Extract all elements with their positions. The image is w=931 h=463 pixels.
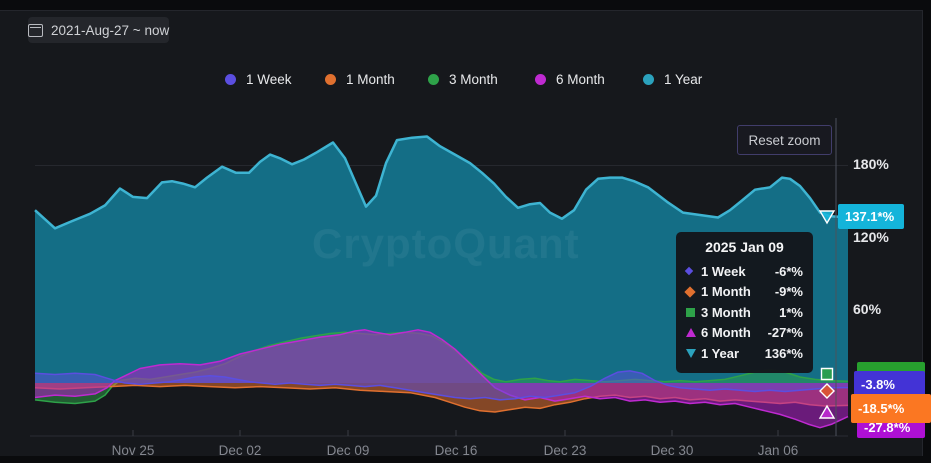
series-area-1-year (35, 136, 848, 383)
tooltip-row-3-month: 3 Month 1*% (686, 302, 803, 323)
triangle-up-marker-icon (818, 404, 836, 419)
tooltip-row-6-month: 6 Month -27*% (686, 323, 803, 344)
series-line-1-week (34, 370, 849, 401)
legend-label: 6 Month (556, 72, 605, 87)
legend-label: 1 Week (246, 72, 292, 87)
tooltip-row-1-year: 1 Year 136*% (686, 343, 803, 364)
y-axis-label: 120% (853, 229, 889, 245)
square-marker-icon (820, 367, 834, 381)
edge-label-1-week: -3.8% (854, 371, 925, 397)
legend-label: 1 Year (664, 72, 703, 87)
x-axis-label: Nov 25 (111, 443, 155, 458)
triangle-up-icon (686, 328, 701, 338)
legend-item-1-week[interactable]: 1 Week (225, 72, 292, 87)
legend-dot-icon (325, 74, 336, 85)
y-axis-label: 180% (853, 156, 889, 172)
date-range-label: 2021-Aug-27 ~ now (51, 22, 170, 38)
chart-tooltip: 2025 Jan 09 1 Week -6*% 1 Month -9*% 3 M… (676, 232, 813, 373)
legend-item-3-month[interactable]: 3 Month (428, 72, 498, 87)
y-axis-label: 60% (853, 301, 882, 317)
calendar-icon (28, 23, 43, 37)
triangle-down-marker-icon (818, 210, 836, 225)
tooltip-row-1-week: 1 Week -6*% (684, 261, 803, 282)
diamond-icon (684, 267, 701, 276)
x-axis-label: Dec 09 (326, 443, 370, 458)
x-axis-label: Dec 02 (218, 443, 262, 458)
legend-label: 3 Month (449, 72, 498, 87)
series-line-6-month (34, 329, 849, 429)
edge-label-1-year: 137.1*% (838, 204, 904, 229)
tooltip-date-title: 2025 Jan 09 (705, 239, 784, 255)
legend-item-1-year[interactable]: 1 Year (643, 72, 702, 87)
diamond-marker-icon (819, 383, 835, 399)
legend-item-6-month[interactable]: 6 Month (535, 72, 605, 87)
triangle-down-icon (686, 348, 701, 358)
reset-zoom-button[interactable]: Reset zoom (737, 125, 832, 155)
series-line-1-year (34, 135, 849, 230)
x-axis-label: Dec 30 (650, 443, 694, 458)
legend-label: 1 Month (346, 72, 395, 87)
edge-label-1-month: -18.5*% (851, 394, 931, 423)
legend: 1 Week 1 Month 3 Month 6 Month 1 Year (0, 72, 922, 94)
series-area-6-month (35, 329, 848, 428)
x-axis-label: Dec 23 (543, 443, 587, 458)
legend-dot-icon (643, 74, 654, 85)
diamond-icon (684, 286, 701, 298)
legend-dot-icon (535, 74, 546, 85)
tooltip-row-1-month: 1 Month -9*% (684, 282, 803, 303)
x-axis-label: Dec 16 (434, 443, 478, 458)
date-range-badge[interactable]: 2021-Aug-27 ~ now (28, 17, 170, 43)
legend-dot-icon (428, 74, 439, 85)
x-axis-label: Jan 06 (757, 443, 799, 458)
legend-dot-icon (225, 74, 236, 85)
square-icon (686, 307, 701, 317)
series-area-1-week (35, 370, 848, 400)
legend-item-1-month[interactable]: 1 Month (325, 72, 395, 87)
